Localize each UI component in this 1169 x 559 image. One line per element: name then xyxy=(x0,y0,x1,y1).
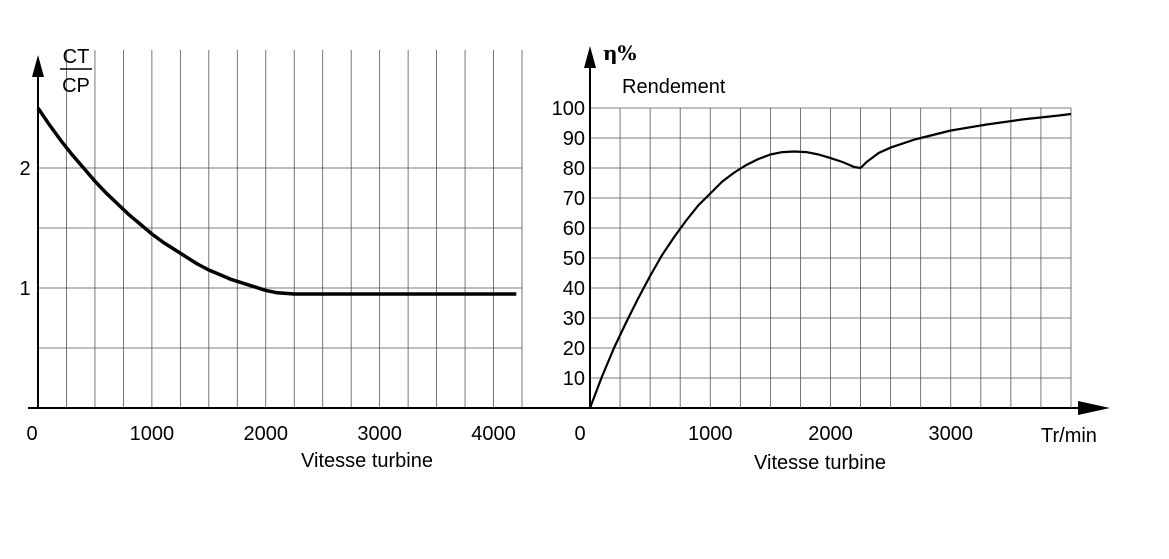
chart-title: Rendement xyxy=(622,76,726,98)
x-tick-label: 4000 xyxy=(471,423,516,445)
left-axes xyxy=(28,55,1110,415)
left-x-axis-label: Vitesse turbine xyxy=(301,450,433,472)
x-tick-label: 0 xyxy=(26,423,37,445)
left-grid xyxy=(38,50,523,408)
x-axis-arrow xyxy=(1078,401,1110,415)
rendement-curve xyxy=(588,112,1072,409)
x-tick-label: 2000 xyxy=(808,423,853,445)
y-tick-label: 50 xyxy=(563,248,585,270)
y-tick-label: 2 xyxy=(19,158,30,180)
y-tick-label: 30 xyxy=(563,308,585,330)
y-axis-arrow xyxy=(584,46,596,68)
right-axes xyxy=(584,46,596,408)
y-tick-label: 60 xyxy=(563,218,585,240)
x-tick-label: 1000 xyxy=(130,423,175,445)
rendement-chart: 0 1000 2000 3000 10 20 30 40 50 60 70 80 90 100 η% Re… xyxy=(552,41,1097,474)
right-y-axis-label: η% xyxy=(603,41,637,65)
x-tick-label: 2000 xyxy=(244,423,289,445)
right-series xyxy=(588,112,1072,409)
right-x-axis-label: Vitesse turbine xyxy=(754,452,886,474)
left-tick-labels: 0 1000 2000 3000 4000 1 2 xyxy=(19,158,515,445)
x-tick-label: 3000 xyxy=(929,423,974,445)
right-grid xyxy=(590,107,1072,408)
y-tick-label: 70 xyxy=(563,188,585,210)
y-axis-arrow xyxy=(32,55,44,77)
x-tick-label: 1000 xyxy=(688,423,733,445)
x-tick-label: 3000 xyxy=(357,423,402,445)
ct-cp-curve xyxy=(36,107,517,296)
left-y-axis-label: CT CP xyxy=(60,46,92,97)
y-tick-label: 90 xyxy=(563,128,585,150)
y-tick-label: 100 xyxy=(552,98,585,120)
y-tick-label: 80 xyxy=(563,158,585,180)
cp-label: CP xyxy=(62,75,90,97)
y-tick-label: 10 xyxy=(563,368,585,390)
right-tick-labels: 0 1000 2000 3000 10 20 30 40 50 60 70 80 90 100 xyxy=(552,98,973,445)
ct-label: CT xyxy=(63,46,90,68)
y-tick-label: 20 xyxy=(563,338,585,360)
y-tick-label: 1 xyxy=(19,278,30,300)
left-series xyxy=(36,107,517,296)
y-tick-label: 40 xyxy=(563,278,585,300)
x-tick-label: 0 xyxy=(574,423,585,445)
x-axis-unit: Tr/min xyxy=(1041,425,1097,447)
